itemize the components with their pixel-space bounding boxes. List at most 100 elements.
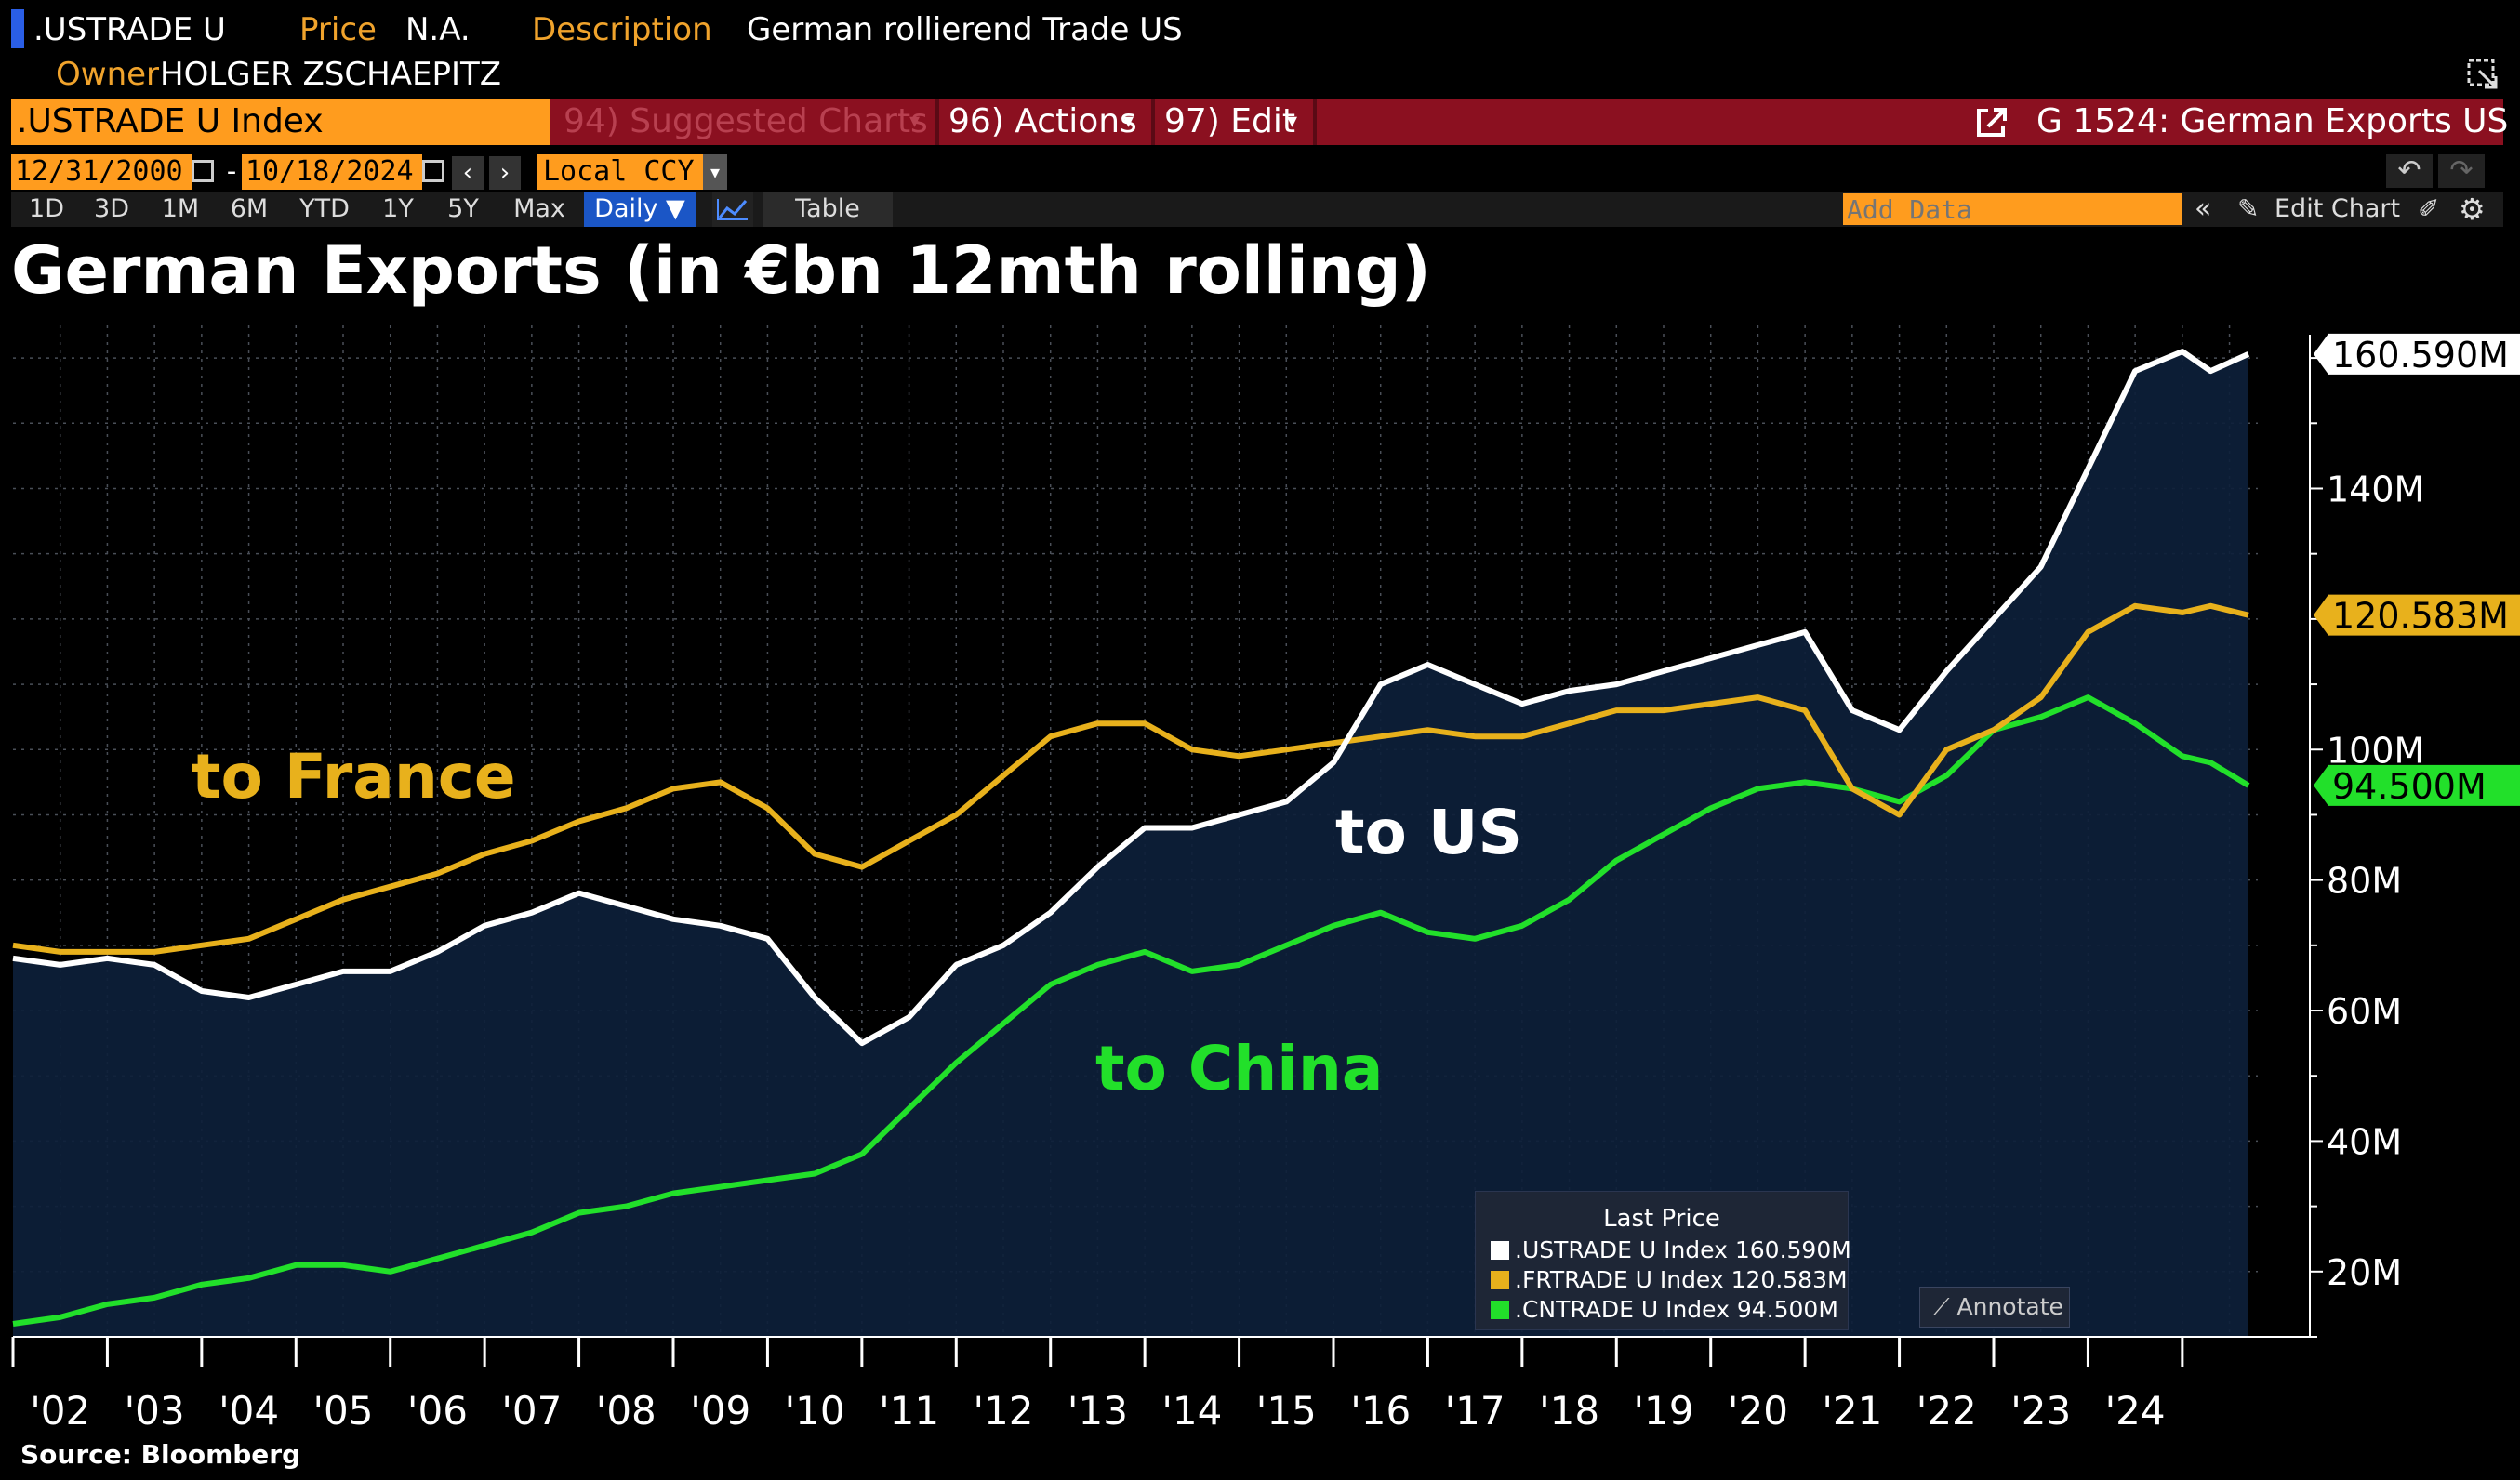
legend-label-france: .FRTRADE U Index 120.583M <box>1515 1266 1848 1293</box>
x-tick-label: '06 <box>407 1388 468 1432</box>
last-value-marker-china: 94.500M <box>2314 764 2520 807</box>
chart-id: G 1524: German Exports US <box>2036 102 2509 140</box>
redo-icon[interactable]: ↷ <box>2438 154 2485 188</box>
x-tick-label: '11 <box>879 1388 939 1432</box>
series-labels: to US to France to China <box>192 741 1522 1104</box>
legend-item-france: .FRTRADE U Index 120.583M <box>1491 1266 1848 1293</box>
last-value-marker-us: 160.590M <box>2314 333 2520 376</box>
last-value-label-us: 160.590M <box>2332 335 2509 376</box>
period-ytd[interactable]: YTD <box>299 194 350 223</box>
period-6m[interactable]: 6M <box>230 194 269 223</box>
drawing-tool-icon[interactable]: ✐ <box>2418 193 2440 224</box>
end-date-field[interactable]: 10/18/2024 <box>242 154 422 190</box>
security-field[interactable]: .USTRADE U Index <box>11 99 550 145</box>
separator <box>935 99 939 145</box>
period-1d[interactable]: 1D <box>29 194 64 223</box>
suggested-dropdown-icon[interactable]: ▾ <box>909 110 921 133</box>
series-text-label-us: to US <box>1335 797 1522 868</box>
x-tick-label: '07 <box>501 1388 562 1432</box>
series-text-label-france: to France <box>192 741 516 813</box>
us-area-fill <box>13 351 2248 1338</box>
actions-menu[interactable]: 96) Actions <box>948 102 1137 140</box>
last-value-badge-china <box>2314 764 2520 806</box>
x-tick-label: '18 <box>1539 1388 1599 1432</box>
series-line-china <box>12 694 2250 1327</box>
x-tick-label: '14 <box>1161 1388 1222 1432</box>
y-tick-label: 80M <box>2327 861 2402 902</box>
calendar-icon[interactable] <box>422 160 444 182</box>
period-3d[interactable]: 3D <box>94 194 129 223</box>
owner-label: Owner <box>56 56 160 93</box>
undo-icon[interactable]: ↶ <box>2386 154 2433 188</box>
x-tick-label: '10 <box>785 1388 845 1432</box>
x-tick-label: '17 <box>1445 1388 1505 1432</box>
date-separator: - <box>223 155 241 188</box>
x-tick-label: '20 <box>1728 1388 1788 1432</box>
currency-select[interactable]: Local CCY <box>537 154 710 190</box>
chart-title: German Exports (in €bn 12mth rolling) <box>11 232 1431 309</box>
chart-type-icon[interactable] <box>712 192 753 227</box>
table-button[interactable]: Table <box>763 192 893 227</box>
actions-dropdown-icon[interactable]: ▾ <box>1123 110 1134 133</box>
prev-range-button[interactable]: ‹ <box>452 156 484 190</box>
last-value-label-france: 120.583M <box>2332 596 2509 637</box>
launch-icon[interactable] <box>1975 106 2009 139</box>
x-tick-label: '19 <box>1634 1388 1694 1432</box>
x-tick-label: '13 <box>1068 1388 1128 1432</box>
series-text-label-china: to China <box>1095 1033 1383 1104</box>
edit-dropdown-icon[interactable]: ▾ <box>1287 110 1298 133</box>
command-bar: .USTRADE U Index 94) Suggested Charts ▾ … <box>11 99 2508 145</box>
next-range-button[interactable]: › <box>489 156 521 190</box>
description-label: Description <box>532 11 712 48</box>
y-tick-label: 140M <box>2327 469 2424 509</box>
separator <box>1313 99 1317 145</box>
legend-label-china: .CNTRADE U Index 94.500M <box>1515 1296 1838 1323</box>
period-1m[interactable]: 1M <box>161 194 200 223</box>
x-tick-label: '12 <box>974 1388 1034 1432</box>
separator <box>1151 99 1155 145</box>
annotate-button[interactable]: ⟋ Annotate <box>1919 1287 2070 1328</box>
edit-chart-pencil-icon[interactable]: ✎ <box>2237 193 2260 224</box>
suggested-charts-menu[interactable]: 94) Suggested Charts <box>564 102 928 140</box>
description-value: German rollierend Trade US <box>747 11 1183 48</box>
series-line-us <box>12 349 2250 1047</box>
legend-swatch-france <box>1491 1271 1509 1289</box>
x-tick-label: '04 <box>219 1388 279 1432</box>
edit-chart-button[interactable]: Edit Chart <box>2275 194 2401 223</box>
currency-dropdown-icon[interactable]: ▾ <box>703 154 727 190</box>
frequency-select[interactable]: Daily ▼ <box>584 192 696 227</box>
period-max[interactable]: Max <box>513 194 565 223</box>
price-label: Price <box>299 11 377 48</box>
calendar-icon[interactable] <box>192 160 214 182</box>
add-data-input[interactable] <box>1843 193 2182 225</box>
last-value-badge-us <box>2314 333 2520 375</box>
period-1y[interactable]: 1Y <box>382 194 414 223</box>
y-tick-label: 60M <box>2327 991 2402 1032</box>
x-tick-label: '22 <box>1917 1388 1977 1432</box>
last-value-badge-france <box>2314 594 2520 636</box>
chart: 20M40M60M80M100M120M140M '02'03'04'05'06… <box>11 325 2520 1432</box>
edit-menu[interactable]: 97) Edit <box>1164 102 1296 140</box>
legend-title: Last Price <box>1603 1205 1720 1233</box>
price-value: N.A. <box>405 11 471 48</box>
legend-label-us: .USTRADE U Index 160.590M <box>1515 1236 1851 1263</box>
start-date-field[interactable]: 12/31/2000 <box>11 154 192 190</box>
source-note: Source: Bloomberg <box>20 1439 301 1470</box>
x-tick-label: '16 <box>1350 1388 1411 1432</box>
legend-item-china: .CNTRADE U Index 94.500M <box>1491 1296 1838 1323</box>
period-5y[interactable]: 5Y <box>447 194 479 223</box>
settings-gear-icon[interactable]: ⚙ <box>2459 192 2486 227</box>
chart-area <box>13 351 2248 1338</box>
x-tick-label: '23 <box>2010 1388 2071 1432</box>
x-tick-label: '15 <box>1256 1388 1317 1432</box>
ticker-label: .USTRADE U <box>33 11 226 48</box>
annotate-pencil-icon: ⟋ <box>1933 1293 1950 1320</box>
legend: Last Price .USTRADE U Index 160.590M .FR… <box>1475 1191 1851 1330</box>
collapse-icon[interactable]: « <box>2195 192 2212 225</box>
series-line-france <box>12 602 2249 955</box>
x-tick-label: '08 <box>596 1388 657 1432</box>
annotate-label: Annotate <box>1956 1293 2063 1320</box>
x-tick-label: '02 <box>30 1388 90 1432</box>
x-tick-label: '09 <box>690 1388 750 1432</box>
popout-icon[interactable] <box>2466 58 2500 91</box>
